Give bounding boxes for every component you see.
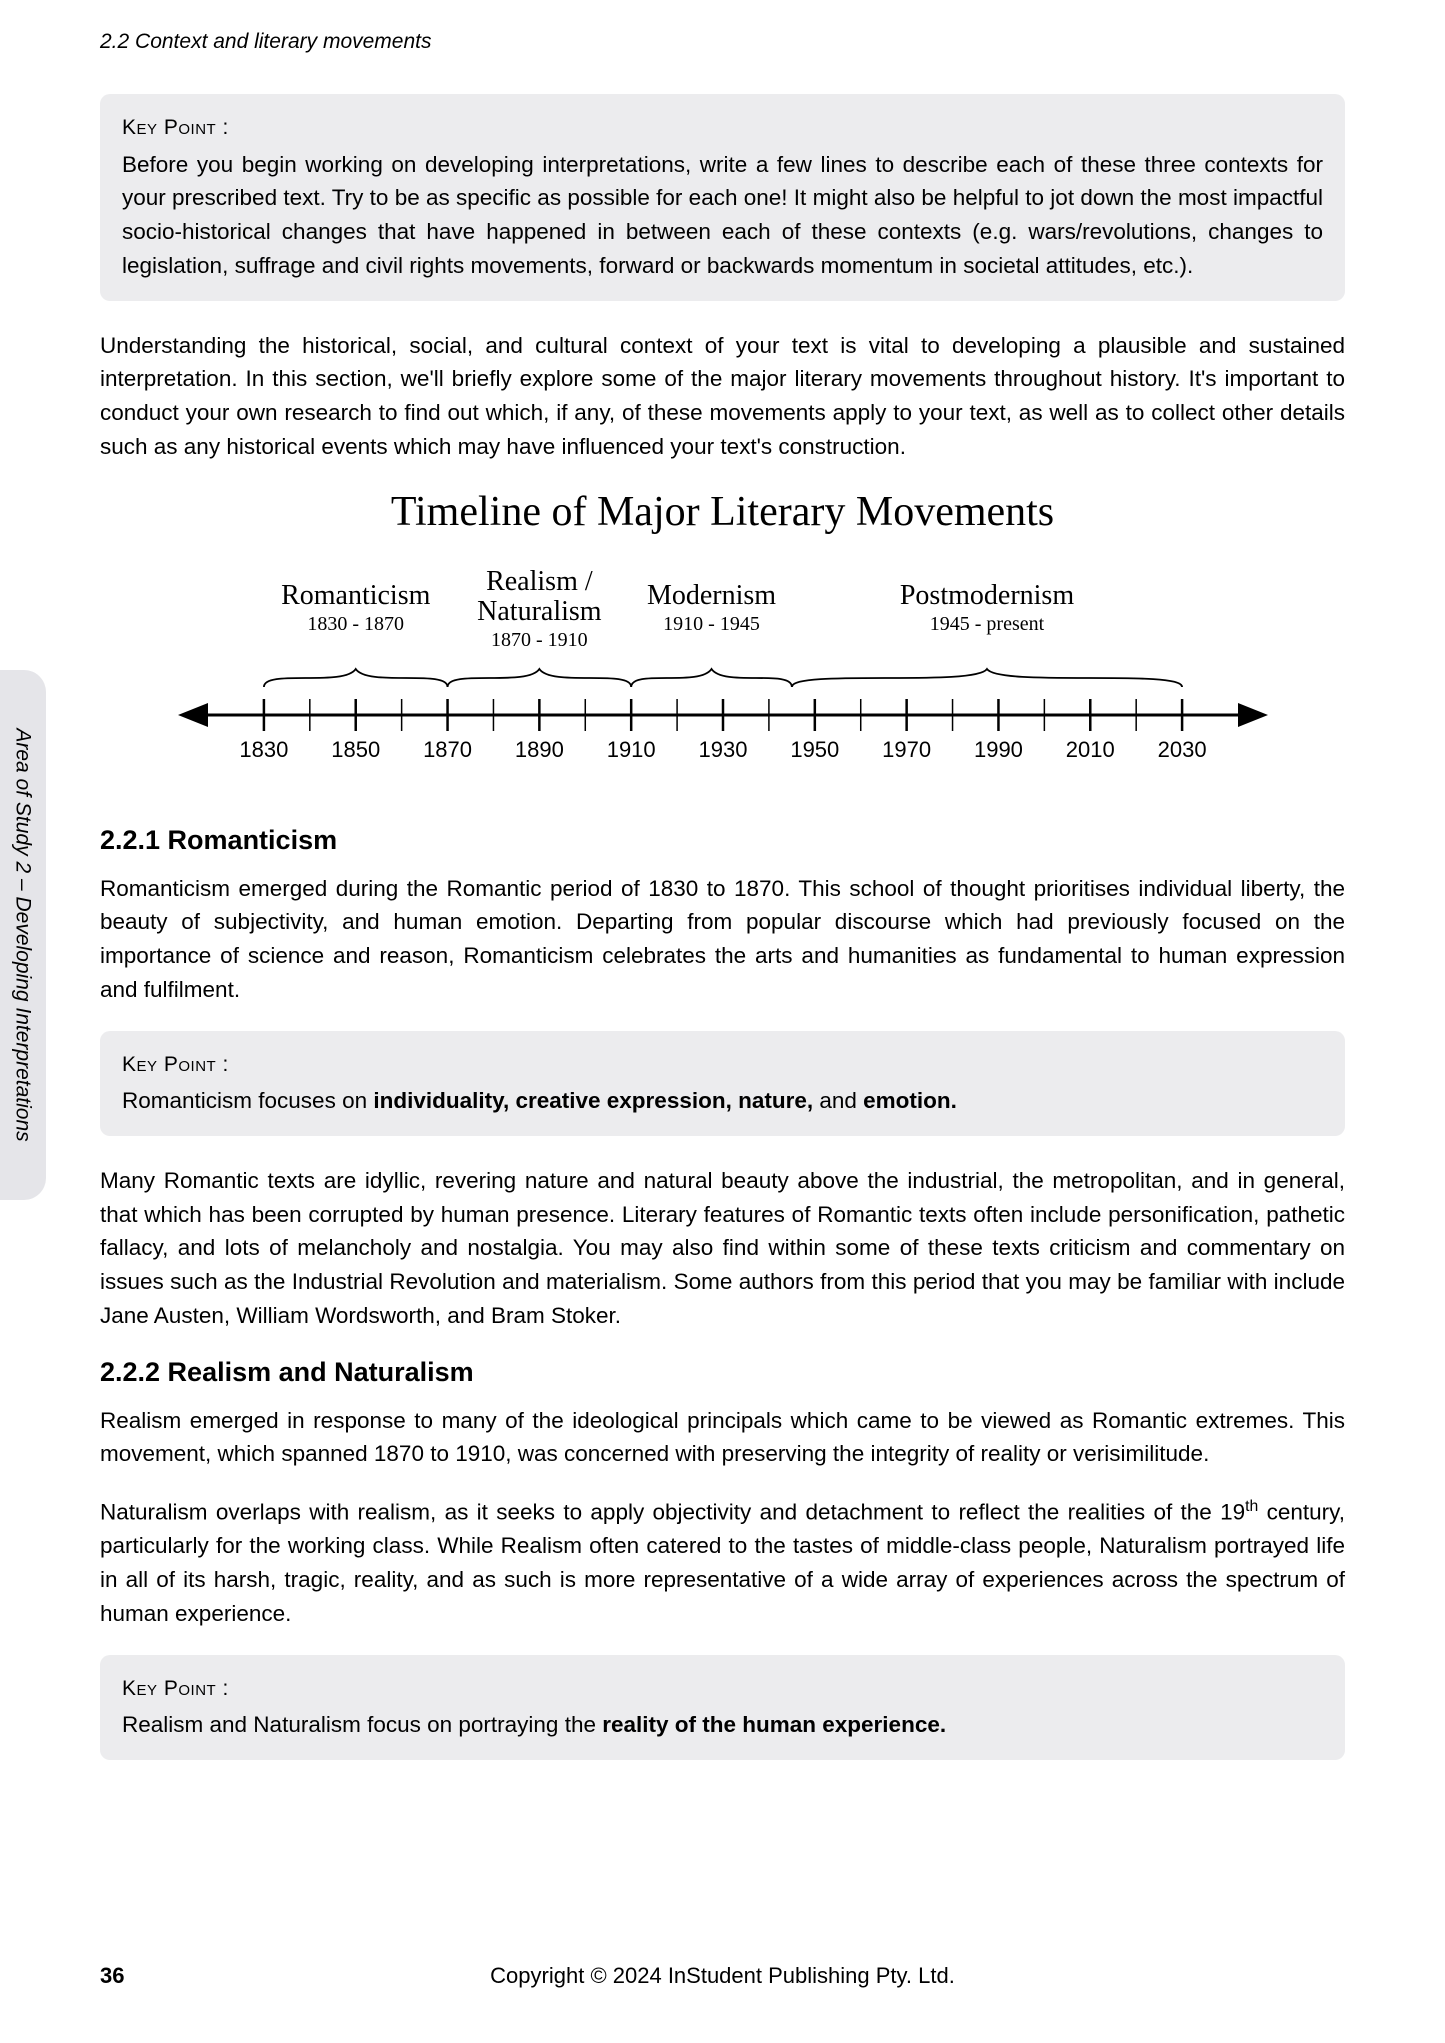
svg-text:Realism /: Realism / [486, 566, 593, 597]
realism-para-2: Naturalism overlaps with realism, as it … [100, 1495, 1345, 1631]
svg-text:1870: 1870 [423, 737, 472, 762]
keypoint-box-1: Key Point : Before you begin working on … [100, 94, 1345, 301]
section-heading-romanticism: 2.2.1 Romanticism [100, 825, 1345, 856]
romanticism-para-2: Many Romantic texts are idyllic, reverin… [100, 1164, 1345, 1333]
timeline-svg: 1830 1850 1870 1890 1910 1930 1950 1970 1990 2010… [158, 560, 1288, 790]
svg-text:1930: 1930 [698, 737, 747, 762]
svg-text:1950: 1950 [790, 737, 839, 762]
svg-text:1970: 1970 [882, 737, 931, 762]
svg-text:1945 - present: 1945 - present [929, 613, 1044, 635]
page-content: 2.2 Context and literary movements Key P… [0, 0, 1445, 2043]
keypoint-label: Key Point : [122, 1049, 1323, 1081]
keypoint-box-2: Key Point : Romanticism focuses on indiv… [100, 1031, 1345, 1136]
keypoint-box-3: Key Point : Realism and Naturalism focus… [100, 1655, 1345, 1760]
timeline-diagram: 1830 1850 1870 1890 1910 1930 1950 1970 1990 2010… [158, 560, 1288, 795]
svg-text:1990: 1990 [973, 737, 1022, 762]
svg-text:1910 - 1945: 1910 - 1945 [663, 613, 760, 635]
svg-text:2010: 2010 [1065, 737, 1114, 762]
keypoint-label: Key Point : [122, 112, 1323, 144]
svg-text:1850: 1850 [331, 737, 380, 762]
svg-text:1830: 1830 [239, 737, 288, 762]
svg-text:1870 - 1910: 1870 - 1910 [491, 629, 588, 651]
keypoint-text: Realism and Naturalism focus on portrayi… [122, 1708, 1323, 1742]
svg-text:1830 - 1870: 1830 - 1870 [307, 613, 404, 635]
copyright-text: Copyright © 2024 InStudent Publishing Pt… [100, 1963, 1345, 1989]
keypoint-text: Romanticism focuses on individuality, cr… [122, 1084, 1323, 1118]
intro-paragraph: Understanding the historical, social, an… [100, 329, 1345, 464]
realism-para-1: Realism emerged in response to many of t… [100, 1404, 1345, 1472]
svg-text:Romanticism: Romanticism [281, 580, 431, 611]
svg-text:Modernism: Modernism [646, 580, 775, 611]
page-header: 2.2 Context and literary movements [100, 30, 1345, 54]
keypoint-text: Before you begin working on developing i… [122, 148, 1323, 283]
svg-text:2030: 2030 [1157, 737, 1206, 762]
svg-text:Naturalism: Naturalism [477, 596, 602, 627]
svg-text:1910: 1910 [606, 737, 655, 762]
keypoint-label: Key Point : [122, 1673, 1323, 1705]
page-footer: 36 Copyright © 2024 InStudent Publishing… [100, 1963, 1345, 1989]
svg-text:Postmodernism: Postmodernism [899, 580, 1073, 611]
timeline-title: Timeline of Major Literary Movements [100, 488, 1345, 536]
section-heading-realism: 2.2.2 Realism and Naturalism [100, 1357, 1345, 1388]
svg-text:1890: 1890 [514, 737, 563, 762]
romanticism-para-1: Romanticism emerged during the Romantic … [100, 872, 1345, 1007]
